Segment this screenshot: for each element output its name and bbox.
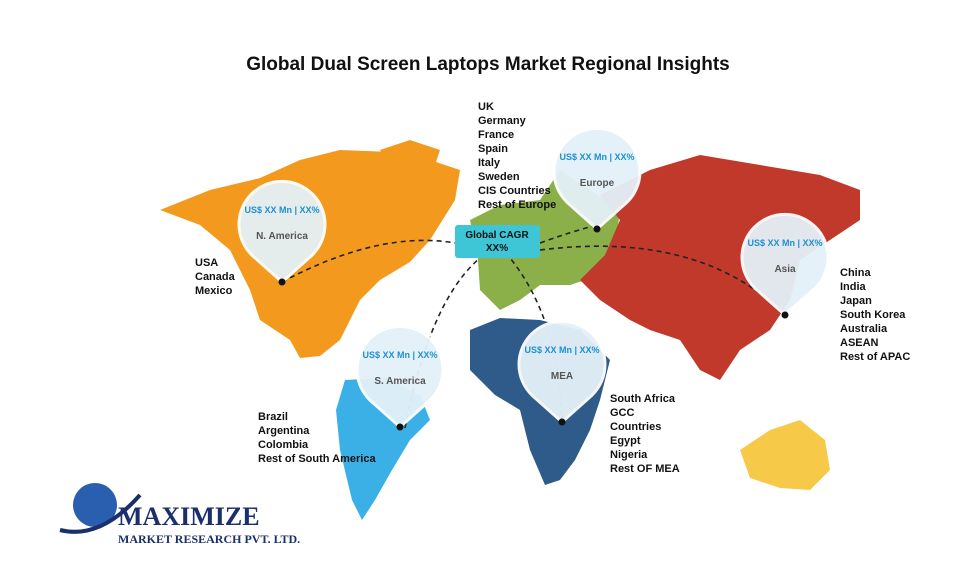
region-value: US$ XX Mn | XX%: [362, 350, 437, 360]
country: Spain: [478, 143, 508, 155]
country: Egypt: [610, 435, 641, 447]
region-pin: US$ XX Mn | XX% MEA: [517, 319, 607, 426]
asia: [580, 155, 860, 380]
pin-shape: [552, 126, 642, 232]
logo-name: MAXIMIZE: [118, 502, 260, 531]
region-pin: US$ XX Mn | XX% Asia: [740, 212, 830, 319]
country: Argentina: [258, 425, 310, 437]
region-name: MEA: [551, 371, 573, 382]
country: Brazil: [258, 411, 288, 423]
country: Australia: [840, 323, 888, 335]
country: Nigeria: [610, 449, 648, 461]
country: UK: [478, 101, 494, 113]
pin-shape: [517, 319, 607, 425]
region-value: US$ XX Mn | XX%: [244, 205, 319, 215]
country: China: [840, 267, 871, 279]
country: GCC: [610, 407, 635, 419]
country: Countries: [610, 421, 661, 433]
country: South Korea: [840, 309, 906, 321]
region-name: N. America: [256, 231, 308, 242]
country: Japan: [840, 295, 872, 307]
country: CIS Countries: [478, 185, 551, 197]
country: France: [478, 129, 514, 141]
logo-swoosh: [59, 493, 142, 534]
connector: [281, 239, 456, 283]
country: Sweden: [478, 171, 520, 183]
pin-dot: [396, 423, 404, 431]
country: ASEAN: [840, 337, 879, 349]
country: Rest of South America: [258, 453, 376, 465]
region-pin: US$ XX Mn | XX% Europe: [552, 126, 642, 233]
country: Rest OF MEA: [610, 463, 680, 475]
logo-globe: [73, 483, 117, 527]
region-name: S. America: [374, 376, 426, 387]
country: Rest of APAC: [840, 351, 910, 363]
country: Canada: [195, 271, 236, 283]
region-name: Asia: [774, 264, 796, 275]
region-value: US$ XX Mn | XX%: [747, 238, 822, 248]
pin-shape: [355, 324, 445, 430]
region-value: US$ XX Mn | XX%: [524, 345, 599, 355]
country: Italy: [478, 157, 501, 169]
pin-dot: [593, 225, 601, 233]
region-name: Europe: [580, 178, 615, 189]
connector: [539, 245, 786, 316]
cagr-value: XX%: [486, 243, 508, 254]
cagr-label: Global CAGR: [465, 230, 529, 241]
logo-tagline: MARKET RESEARCH PVT. LTD.: [118, 532, 300, 546]
australia: [740, 420, 830, 490]
pin-shape: [237, 179, 327, 285]
country: Germany: [478, 115, 527, 127]
logo: MAXIMIZE MARKET RESEARCH PVT. LTD.: [59, 483, 300, 546]
country: Colombia: [258, 439, 309, 451]
country: USA: [195, 257, 218, 269]
pin-dot: [781, 311, 789, 319]
region-pin: US$ XX Mn | XX% S. America: [355, 324, 445, 431]
cagr-box: [455, 225, 540, 258]
region-value: US$ XX Mn | XX%: [559, 152, 634, 162]
country: Rest of Europe: [478, 199, 556, 211]
title: Global Dual Screen Laptops Market Region…: [246, 54, 730, 75]
pin-shape: [740, 212, 830, 318]
global-cagr: Global CAGR XX%: [455, 225, 540, 258]
country: India: [840, 281, 867, 293]
country: South Africa: [610, 393, 676, 405]
pin-dot: [278, 278, 286, 286]
region-pin: US$ XX Mn | XX% N. America: [237, 179, 327, 286]
pin-dot: [558, 418, 566, 426]
greenland: [380, 140, 440, 190]
country: Mexico: [195, 285, 233, 297]
